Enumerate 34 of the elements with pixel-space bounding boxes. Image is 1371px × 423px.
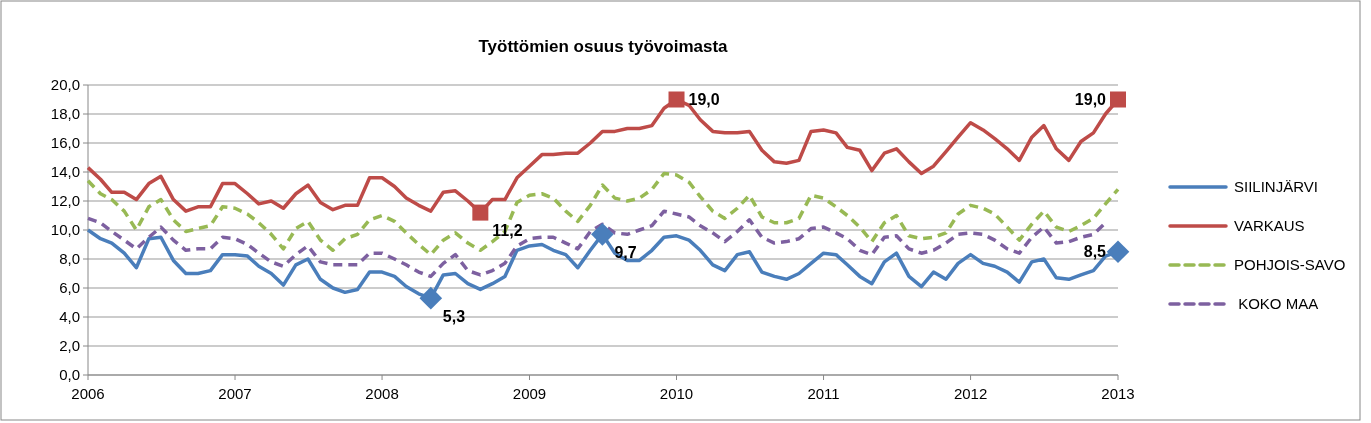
x-tick-label: 2011: [807, 385, 840, 402]
x-tick-label: 2007: [218, 385, 252, 402]
y-tick-label: 18,0: [50, 105, 80, 123]
x-tick-label: 2008: [365, 385, 399, 402]
y-tick-label: 4,0: [59, 308, 80, 326]
x-tick-label: 2013: [1101, 385, 1135, 402]
y-tick-label: 20,0: [50, 76, 80, 94]
x-tick-label: 2012: [953, 385, 988, 402]
legend-label: KOKO MAA: [1234, 295, 1319, 313]
chart-title: Työttömien osuus työvoimasta: [478, 37, 729, 56]
point: [668, 91, 685, 108]
annotation: 8,5: [1083, 243, 1107, 261]
y-tick-label: 12,0: [50, 192, 80, 210]
legend-label: VARKAUS: [1234, 217, 1305, 235]
annotation: 5,3: [442, 307, 466, 325]
y-tick-label: 14,0: [50, 163, 80, 181]
legend-label: POHJOIS-SAVO: [1234, 256, 1346, 274]
y-tick-label: 10,0: [50, 221, 80, 239]
y-tick-label: 16,0: [50, 134, 80, 152]
x-tick-label: 2009: [512, 385, 547, 402]
y-tick-label: 8,0: [59, 250, 80, 268]
point: [472, 204, 489, 221]
y-tick-label: 6,0: [59, 279, 80, 297]
point: [591, 223, 614, 246]
y-tick-label: 2,0: [59, 337, 80, 355]
annotation: 11,2: [492, 222, 523, 240]
y-tick-label: 0,0: [59, 366, 80, 384]
x-tick-label: 2006: [71, 385, 105, 402]
annotation: 19,0: [688, 91, 720, 109]
point: [1110, 91, 1126, 108]
x-tick-label: 2010: [659, 385, 694, 402]
annotation: 9,7: [614, 243, 637, 261]
annotation: 19,0: [1074, 91, 1107, 109]
legend-label: SIILINJÄRVI: [1234, 178, 1318, 196]
